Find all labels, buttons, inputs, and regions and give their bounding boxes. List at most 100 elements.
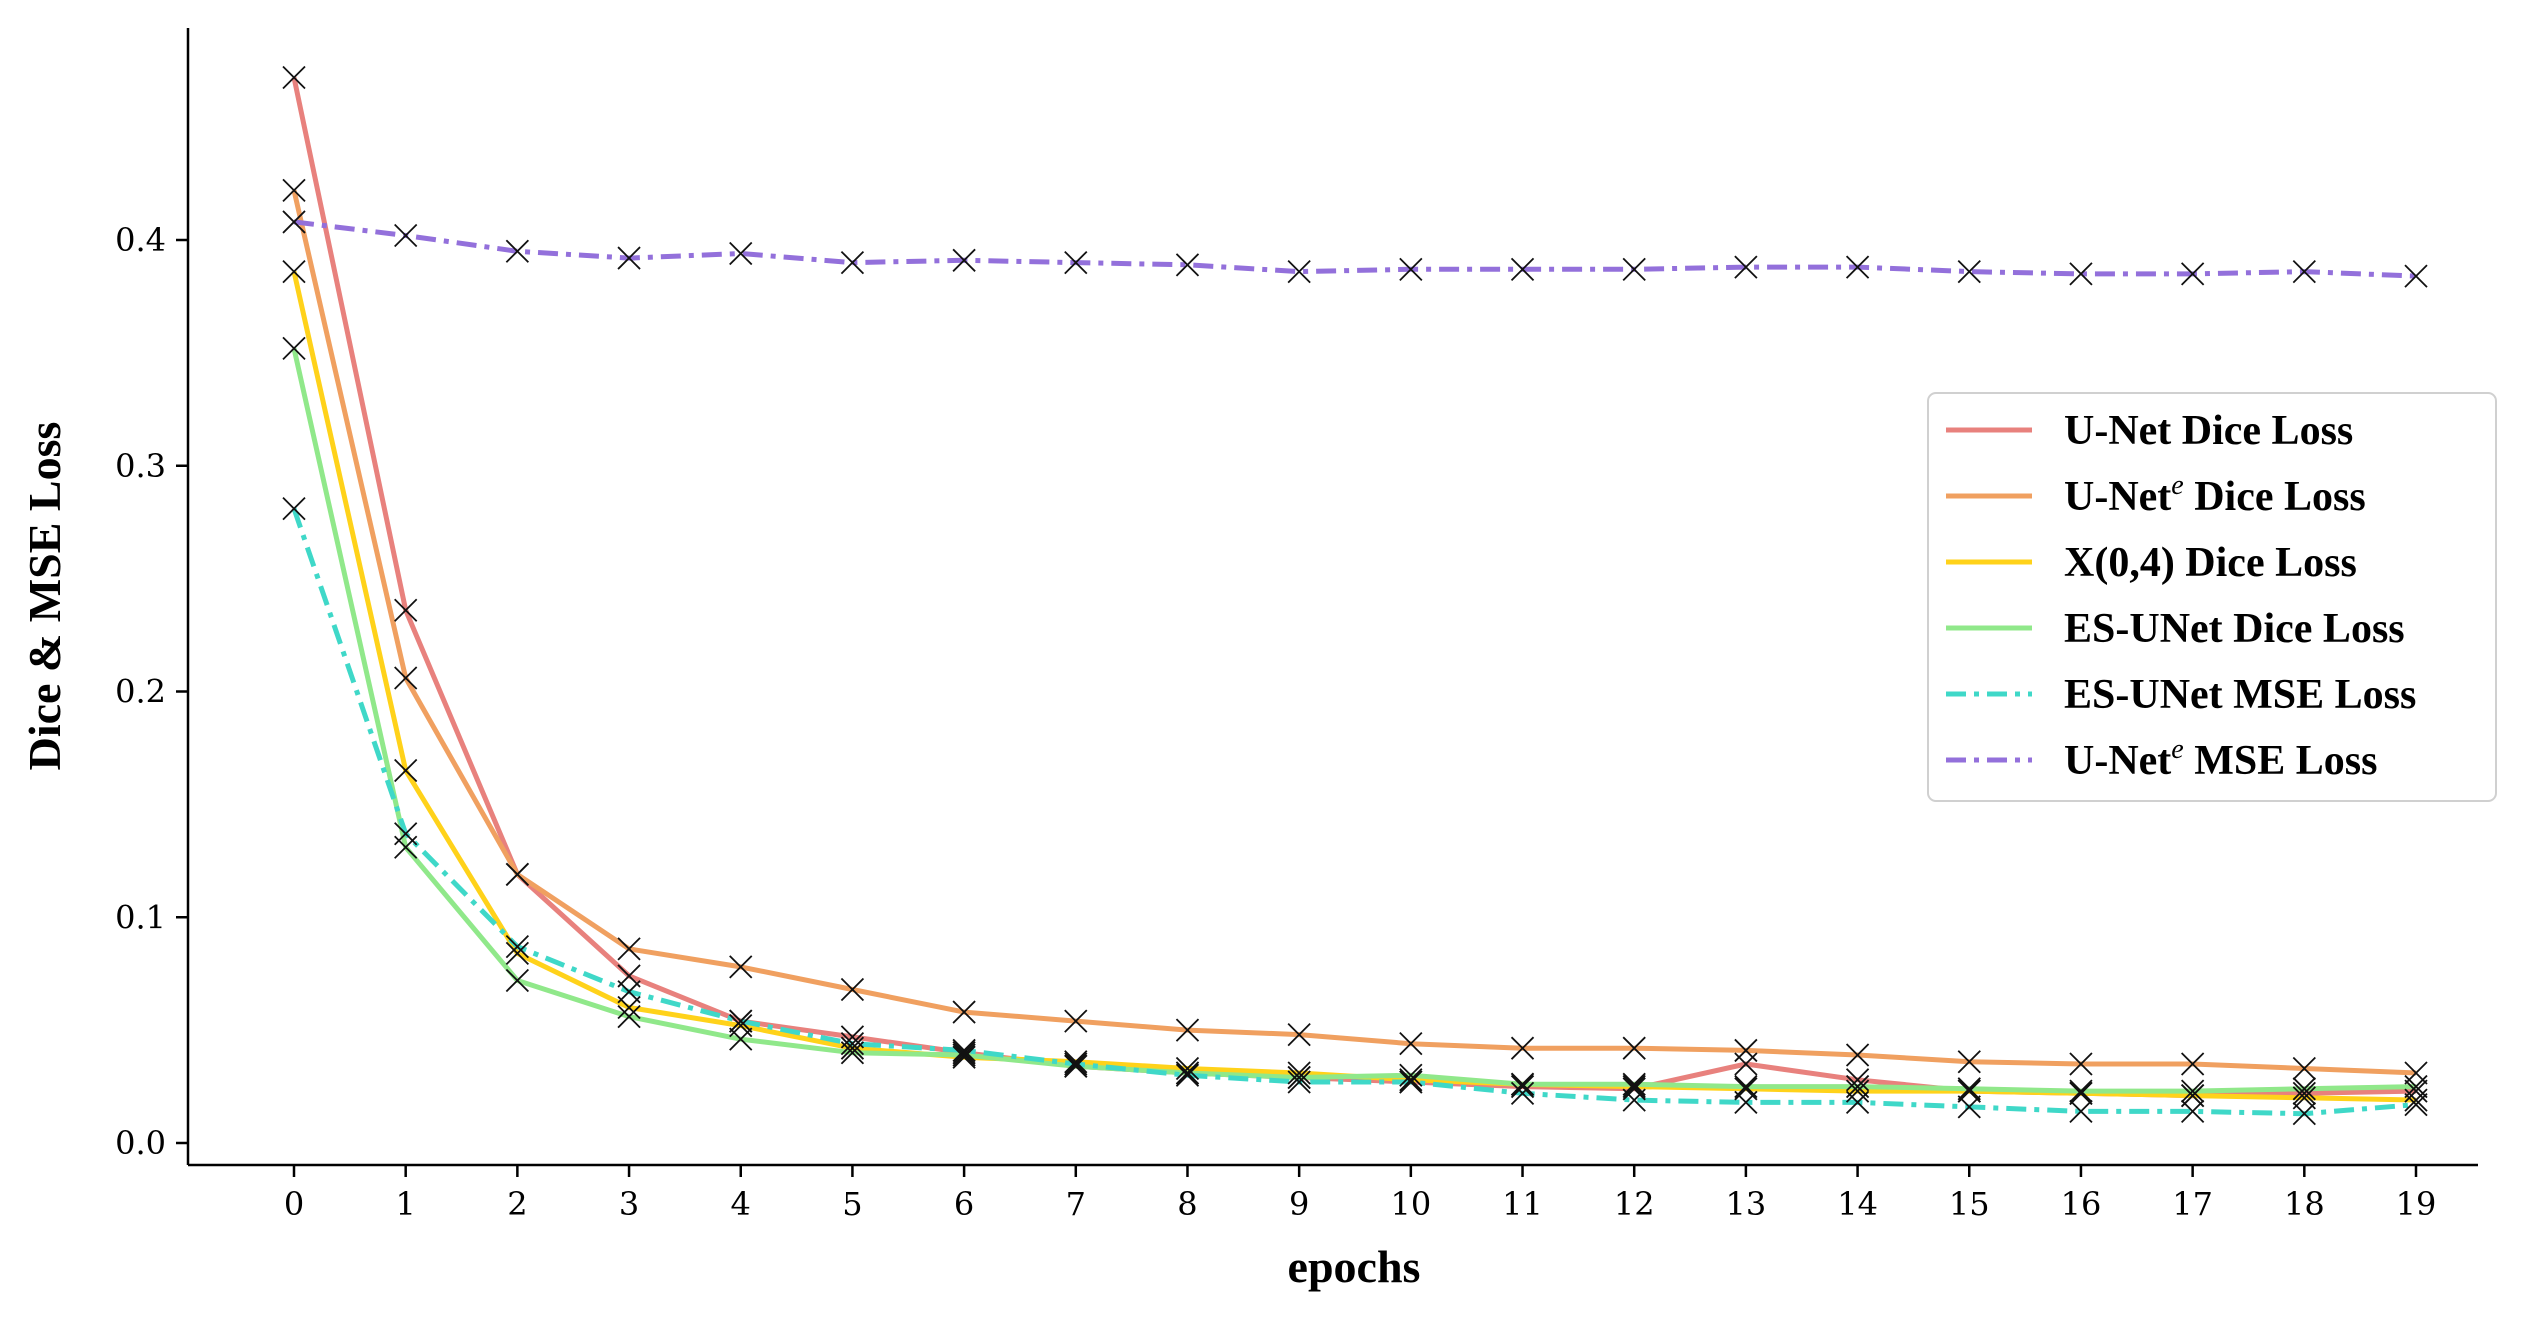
data-point-marker [505,968,530,993]
data-point-marker [1622,1088,1646,1112]
legend-label: ES-UNet Dice Loss [2064,606,2405,652]
y-ticks: 0.0 0.1 0.2 0.3 0.4 [115,221,188,1162]
data-point-marker [2069,1081,2093,1105]
x-tick-label: 10 [1390,1185,1431,1223]
x-tick-label: 11 [1502,1185,1543,1223]
data-point-marker [952,1041,976,1065]
data-point-marker [1287,1023,1311,1047]
legend-label-main: U-Net Dice Loss [2064,408,2353,454]
data-point-marker [2180,1079,2205,1103]
data-point-marker [394,598,418,622]
data-point-marker [1845,255,1870,279]
data-point-marker [282,178,306,202]
legend-item: X(0,4) Dice Loss [1946,540,2357,586]
data-point-marker [617,980,641,1004]
data-point-marker [1957,1095,1981,1119]
data-point-marker [282,65,306,90]
data-point-marker [1510,1081,1535,1105]
data-point-marker [729,1009,753,1033]
data-point-marker [1175,253,1200,277]
x-tick-label: 13 [1726,1185,1767,1223]
data-point-marker [1622,1077,1646,1101]
x-tick-label: 6 [954,1185,974,1223]
legend-label: ES-UNet MSE Loss [2064,672,2416,718]
data-point-marker [2292,1102,2316,1126]
data-point-marker [2069,262,2093,286]
legend-label-main: ES-UNet Dice Loss [2064,606,2405,652]
data-point-marker [1399,1032,1423,1056]
x-tick-label: 15 [1949,1185,1990,1223]
data-point-marker [1734,1090,1758,1115]
data-point-marker [617,937,641,961]
data-point-marker [1734,1038,1758,1063]
legend-label-superscript: e [2171,734,2183,765]
data-point-marker [1399,1068,1423,1092]
data-point-marker [840,1041,865,1065]
data-point-marker [952,1045,976,1069]
series-lines [291,76,2417,1117]
y-tick-label: 0.3 [115,447,166,485]
legend-item: ES-UNet MSE Loss [1946,672,2416,718]
legend-label: X(0,4) Dice Loss [2064,540,2357,586]
y-tick-label: 0.1 [115,898,166,936]
data-point-marker [1845,1068,1870,1092]
data-point-marker [1510,1072,1535,1096]
x-tick-label: 5 [842,1185,862,1223]
data-point-marker [1510,1074,1535,1099]
data-point-marker [1957,1050,1981,1074]
legend-label: U-Net Dice Loss [2064,408,2353,454]
data-point-marker [1175,1061,1200,1085]
data-point-marker [1510,257,1535,281]
data-point-marker [1287,1065,1311,1090]
data-point-marker [1064,250,1088,275]
data-point-marker [1175,1056,1200,1081]
legend-label-tail: Dice Loss [2184,474,2366,520]
data-point-marker [729,955,753,979]
data-point-marker [282,336,306,360]
x-tick-label: 17 [2172,1185,2213,1223]
data-point-marker [394,666,418,690]
data-point-marker [1287,1070,1311,1094]
legend-label: U-Nete MSE Loss [2064,734,2377,784]
x-tick-label: 1 [396,1185,416,1223]
data-point-marker [1845,1043,1870,1067]
data-point-marker [1845,1090,1870,1115]
data-point-marker [2404,264,2428,288]
data-point-marker [1734,255,1758,279]
data-point-marker [1622,1036,1646,1060]
data-point-marker [2180,1052,2205,1076]
data-point-marker [2404,1074,2428,1099]
data-point-marker [282,259,306,284]
data-point-marker [952,248,976,272]
data-point-marker [505,934,530,959]
series-markers [282,65,2428,1126]
legend-item: U-Nete Dice Loss [1946,470,2366,520]
series-line-3 [291,347,2417,1094]
data-point-marker [1064,1052,1088,1076]
data-point-marker [840,1036,865,1060]
legend-label-main: U-Net [2064,474,2171,520]
data-point-marker [2292,259,2316,284]
legend-label-main: X(0,4) Dice Loss [2064,540,2357,586]
data-point-marker [394,223,418,248]
data-point-marker [2292,1056,2316,1081]
data-point-marker [1845,1079,1870,1103]
data-point-marker [729,1027,753,1051]
data-point-marker [1287,259,1311,284]
x-ticks: 0 1 2 3 4 5 6 7 8 9 10 11 12 13 14 15 16 17 18 19 [284,1165,2436,1223]
legend-label-main: ES-UNet MSE Loss [2064,672,2416,718]
data-point-marker [2292,1081,2316,1105]
data-point-marker [394,758,418,783]
x-tick-label: 14 [1837,1185,1878,1223]
x-tick-label: 4 [731,1185,751,1223]
data-point-marker [952,1043,976,1067]
legend-label-main: U-Net [2064,738,2171,784]
y-tick-label: 0.4 [115,221,166,259]
data-point-marker [2069,1052,2093,1076]
x-tick-label: 8 [1177,1185,1197,1223]
legend-frame [1927,392,2497,802]
data-point-marker [505,239,530,263]
data-point-marker [1510,1036,1535,1060]
